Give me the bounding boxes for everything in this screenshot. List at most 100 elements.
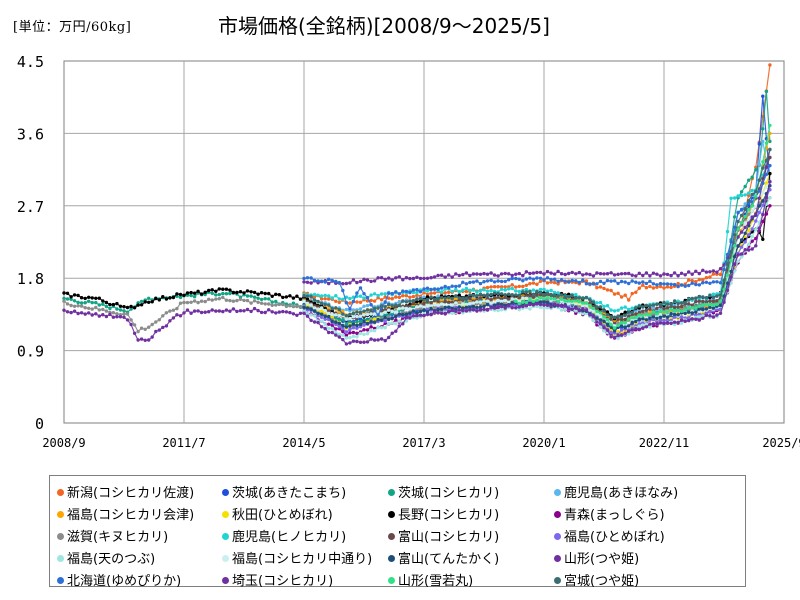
data-point: [676, 308, 680, 313]
data-point: [330, 278, 334, 283]
data-point: [623, 305, 627, 309]
data-point: [757, 178, 761, 182]
data-point: [288, 294, 292, 298]
data-point: [651, 282, 656, 286]
data-point: [323, 280, 327, 284]
data-point: [344, 330, 349, 334]
data-point: [365, 332, 370, 336]
data-point: [249, 301, 253, 305]
data-point: [627, 317, 631, 321]
data-point: [90, 300, 94, 305]
data-point: [323, 322, 327, 327]
data-point: [507, 287, 511, 291]
data-point: [108, 306, 112, 311]
data-point: [436, 303, 440, 307]
data-point: [584, 308, 589, 312]
data-point: [743, 221, 747, 225]
data-point: [552, 290, 557, 295]
data-point: [284, 295, 289, 299]
data-point: [436, 299, 440, 303]
data-point: [729, 275, 733, 279]
data-point: [672, 282, 677, 287]
data-point: [704, 276, 709, 280]
data-point: [616, 281, 620, 286]
data-point: [355, 291, 359, 295]
data-point: [704, 296, 709, 300]
data-point: [94, 312, 98, 316]
data-point: [715, 294, 719, 298]
data-point: [178, 314, 183, 318]
data-point: [415, 299, 419, 304]
data-point: [319, 279, 324, 283]
data-point: [616, 314, 620, 318]
data-point: [341, 324, 345, 328]
data-point: [383, 295, 387, 299]
data-point: [79, 304, 84, 308]
data-point: [768, 147, 772, 152]
data-point: [694, 296, 698, 300]
data-point: [390, 331, 394, 335]
data-point: [485, 289, 490, 293]
data-point: [715, 302, 719, 306]
data-point: [499, 285, 504, 289]
data-point: [298, 304, 303, 309]
data-point: [662, 318, 666, 323]
data-point: [567, 302, 571, 306]
data-point: [341, 326, 345, 331]
data-point: [732, 255, 737, 259]
legend-item: 山形(つや姫): [554, 548, 639, 567]
data-point: [203, 310, 207, 314]
data-point: [104, 300, 109, 305]
data-point: [277, 302, 281, 307]
data-point: [669, 273, 673, 278]
data-point: [436, 297, 440, 301]
data-point: [538, 287, 543, 292]
data-point: [694, 269, 698, 273]
data-point: [711, 295, 716, 300]
data-point: [436, 294, 440, 298]
data-point: [365, 321, 370, 326]
data-point: [559, 308, 564, 312]
data-point: [708, 310, 712, 314]
data-point: [383, 319, 387, 323]
data-point: [499, 297, 504, 301]
data-point: [348, 281, 352, 285]
data-point: [559, 272, 564, 276]
data-point: [475, 272, 479, 276]
data-point: [641, 283, 645, 287]
data-point: [627, 324, 631, 328]
data-point: [764, 185, 769, 189]
legend-label: 鹿児島(ヒノヒカリ): [232, 530, 347, 545]
data-point: [334, 327, 338, 331]
data-point: [418, 297, 423, 301]
data-point: [316, 314, 320, 318]
data-point: [761, 166, 765, 170]
data-point: [309, 294, 313, 298]
data-point: [676, 274, 680, 278]
data-point: [404, 300, 409, 304]
legend-marker: [388, 489, 395, 496]
data-point: [379, 312, 384, 316]
data-point: [722, 294, 726, 298]
data-point: [577, 308, 581, 313]
data-point: [115, 312, 119, 316]
data-point: [711, 280, 716, 284]
data-point: [355, 300, 359, 304]
legend-marker: [554, 511, 561, 518]
data-point: [581, 304, 585, 308]
data-point: [634, 319, 638, 324]
data-point: [235, 309, 239, 314]
data-point: [743, 231, 747, 235]
data-point: [676, 301, 680, 306]
data-point: [634, 274, 638, 278]
data-point: [750, 234, 754, 239]
data-point: [447, 310, 451, 314]
data-point: [457, 305, 461, 309]
data-point: [517, 289, 521, 294]
data-point: [369, 337, 373, 341]
data-point: [379, 337, 384, 341]
data-point: [207, 297, 211, 301]
data-point: [270, 294, 274, 298]
data-point: [376, 325, 380, 330]
data-point: [214, 289, 218, 293]
